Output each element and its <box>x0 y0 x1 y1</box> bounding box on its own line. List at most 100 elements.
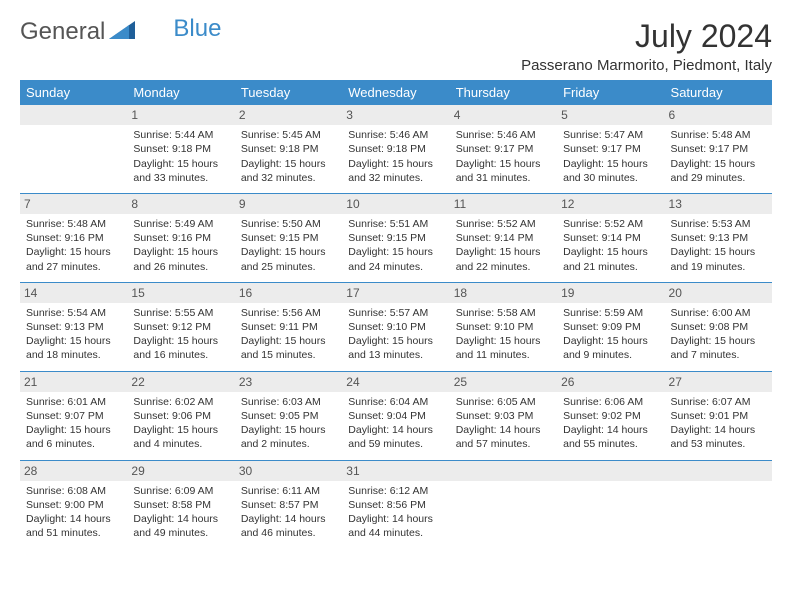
day-details: Sunrise: 5:52 AMSunset: 9:14 PMDaylight:… <box>563 217 658 274</box>
day-number: 17 <box>342 283 449 303</box>
day-number <box>450 461 557 481</box>
calendar-week-row: 1Sunrise: 5:44 AMSunset: 9:18 PMDaylight… <box>20 105 772 193</box>
calendar-week-row: 14 Sunrise: 5:54 AMSunset: 9:13 PMDayligh… <box>20 282 772 371</box>
day-number: 8 <box>127 194 234 214</box>
day-number: 3 <box>342 105 449 125</box>
day-details: Sunrise: 5:44 AMSunset: 9:18 PMDaylight:… <box>133 128 228 185</box>
logo: General Blue <box>20 18 221 46</box>
calendar-day-cell: 21Sunrise: 6:01 AMSunset: 9:07 PMDayligh… <box>20 371 127 460</box>
day-number: 19 <box>557 283 664 303</box>
day-details: Sunrise: 5:54 AMSunset: 9:13 PMDaylight:… <box>26 306 121 363</box>
day-details: Sunrise: 6:06 AMSunset: 9:02 PMDaylight:… <box>563 395 658 452</box>
day-number: 20 <box>665 283 772 303</box>
day-details: Sunrise: 5:55 AMSunset: 9:12 PMDaylight:… <box>133 306 228 363</box>
weekday-header: Friday <box>557 80 664 105</box>
calendar-day-cell: 18 Sunrise: 5:58 AMSunset: 9:10 PMDayligh… <box>450 282 557 371</box>
day-details: Sunrise: 5:57 AMSunset: 9:10 PMDaylight:… <box>348 306 443 363</box>
weekday-header: Saturday <box>665 80 772 105</box>
calendar-day-cell: 24 Sunrise: 6:04 AMSunset: 9:04 PMDayligh… <box>342 371 449 460</box>
calendar-day-cell <box>665 460 772 548</box>
calendar-day-cell: 29 Sunrise: 6:09 AMSunset: 8:58 PMDayligh… <box>127 460 234 548</box>
day-details: Sunrise: 5:51 AMSunset: 9:15 PMDaylight:… <box>348 217 443 274</box>
logo-text-blue: Blue <box>173 15 221 43</box>
calendar-day-cell: 3Sunrise: 5:46 AMSunset: 9:18 PMDaylight… <box>342 105 449 193</box>
calendar-day-cell <box>450 460 557 548</box>
calendar-day-cell: 10 Sunrise: 5:51 AMSunset: 9:15 PMDayligh… <box>342 193 449 282</box>
calendar-day-cell: 30 Sunrise: 6:11 AMSunset: 8:57 PMDayligh… <box>235 460 342 548</box>
calendar-day-cell: 16 Sunrise: 5:56 AMSunset: 9:11 PMDayligh… <box>235 282 342 371</box>
month-title: July 2024 <box>521 18 772 55</box>
day-details: Sunrise: 6:09 AMSunset: 8:58 PMDaylight:… <box>133 484 228 541</box>
calendar-day-cell: 26 Sunrise: 6:06 AMSunset: 9:02 PMDayligh… <box>557 371 664 460</box>
day-details: Sunrise: 6:02 AMSunset: 9:06 PMDaylight:… <box>133 395 228 452</box>
calendar-day-cell: 25Sunrise: 6:05 AMSunset: 9:03 PMDayligh… <box>450 371 557 460</box>
day-number: 4 <box>450 105 557 125</box>
calendar-day-cell: 20 Sunrise: 6:00 AMSunset: 9:08 PMDayligh… <box>665 282 772 371</box>
day-number: 24 <box>342 372 449 392</box>
calendar-day-cell: 4 Sunrise: 5:46 AMSunset: 9:17 PMDaylight… <box>450 105 557 193</box>
calendar-body: 1Sunrise: 5:44 AMSunset: 9:18 PMDaylight… <box>20 105 772 548</box>
day-details: Sunrise: 6:03 AMSunset: 9:05 PMDaylight:… <box>241 395 336 452</box>
day-number <box>20 105 127 125</box>
day-number: 15 <box>127 283 234 303</box>
weekday-header: Wednesday <box>342 80 449 105</box>
calendar-day-cell: 13Sunrise: 5:53 AMSunset: 9:13 PMDayligh… <box>665 193 772 282</box>
day-number: 28 <box>20 461 127 481</box>
calendar-day-cell: 17 Sunrise: 5:57 AMSunset: 9:10 PMDayligh… <box>342 282 449 371</box>
calendar-day-cell: 14 Sunrise: 5:54 AMSunset: 9:13 PMDayligh… <box>20 282 127 371</box>
day-details: Sunrise: 5:58 AMSunset: 9:10 PMDaylight:… <box>456 306 551 363</box>
day-details: Sunrise: 5:48 AMSunset: 9:17 PMDaylight:… <box>671 128 766 185</box>
calendar-day-cell: 7Sunrise: 5:48 AMSunset: 9:16 PMDaylight… <box>20 193 127 282</box>
day-number: 30 <box>235 461 342 481</box>
day-number: 18 <box>450 283 557 303</box>
day-number: 12 <box>557 194 664 214</box>
calendar-week-row: 28 Sunrise: 6:08 AMSunset: 9:00 PMDayligh… <box>20 460 772 548</box>
calendar-week-row: 21Sunrise: 6:01 AMSunset: 9:07 PMDayligh… <box>20 371 772 460</box>
day-details: Sunrise: 6:11 AMSunset: 8:57 PMDaylight:… <box>241 484 336 541</box>
day-details: Sunrise: 6:04 AMSunset: 9:04 PMDaylight:… <box>348 395 443 452</box>
weekday-header: Tuesday <box>235 80 342 105</box>
header: General Blue July 2024 Passerano Marmori… <box>20 18 772 74</box>
day-number <box>665 461 772 481</box>
calendar-day-cell: 22 Sunrise: 6:02 AMSunset: 9:06 PMDayligh… <box>127 371 234 460</box>
calendar-table: SundayMondayTuesdayWednesdayThursdayFrid… <box>20 80 772 548</box>
day-details: Sunrise: 5:59 AMSunset: 9:09 PMDaylight:… <box>563 306 658 363</box>
calendar-day-cell: 19 Sunrise: 5:59 AMSunset: 9:09 PMDayligh… <box>557 282 664 371</box>
day-details: Sunrise: 5:52 AMSunset: 9:14 PMDaylight:… <box>456 217 551 274</box>
day-details: Sunrise: 6:12 AMSunset: 8:56 PMDaylight:… <box>348 484 443 541</box>
day-number: 23 <box>235 372 342 392</box>
day-details: Sunrise: 6:07 AMSunset: 9:01 PMDaylight:… <box>671 395 766 452</box>
calendar-day-cell: 6 Sunrise: 5:48 AMSunset: 9:17 PMDaylight… <box>665 105 772 193</box>
day-number: 5 <box>557 105 664 125</box>
day-number: 16 <box>235 283 342 303</box>
day-number: 9 <box>235 194 342 214</box>
day-details: Sunrise: 6:01 AMSunset: 9:07 PMDaylight:… <box>26 395 121 452</box>
calendar-day-cell: 28 Sunrise: 6:08 AMSunset: 9:00 PMDayligh… <box>20 460 127 548</box>
weekday-header: Monday <box>127 80 234 105</box>
weekday-header: Sunday <box>20 80 127 105</box>
day-number: 26 <box>557 372 664 392</box>
day-number: 22 <box>127 372 234 392</box>
calendar-day-cell: 1Sunrise: 5:44 AMSunset: 9:18 PMDaylight… <box>127 105 234 193</box>
day-details: Sunrise: 5:56 AMSunset: 9:11 PMDaylight:… <box>241 306 336 363</box>
calendar-day-cell: 31 Sunrise: 6:12 AMSunset: 8:56 PMDayligh… <box>342 460 449 548</box>
calendar-day-cell: 11 Sunrise: 5:52 AMSunset: 9:14 PMDayligh… <box>450 193 557 282</box>
day-number: 14 <box>20 283 127 303</box>
day-details: Sunrise: 6:00 AMSunset: 9:08 PMDaylight:… <box>671 306 766 363</box>
calendar-day-cell: 2Sunrise: 5:45 AMSunset: 9:18 PMDaylight… <box>235 105 342 193</box>
day-number: 10 <box>342 194 449 214</box>
day-number: 29 <box>127 461 234 481</box>
day-details: Sunrise: 6:05 AMSunset: 9:03 PMDaylight:… <box>456 395 551 452</box>
day-number: 6 <box>665 105 772 125</box>
calendar-day-cell: 27Sunrise: 6:07 AMSunset: 9:01 PMDayligh… <box>665 371 772 460</box>
title-block: July 2024 Passerano Marmorito, Piedmont,… <box>521 18 772 74</box>
day-details: Sunrise: 5:48 AMSunset: 9:16 PMDaylight:… <box>26 217 121 274</box>
day-number <box>557 461 664 481</box>
day-details: Sunrise: 6:08 AMSunset: 9:00 PMDaylight:… <box>26 484 121 541</box>
day-number: 11 <box>450 194 557 214</box>
day-number: 31 <box>342 461 449 481</box>
weekday-header: Thursday <box>450 80 557 105</box>
calendar-day-cell: 9 Sunrise: 5:50 AMSunset: 9:15 PMDaylight… <box>235 193 342 282</box>
day-details: Sunrise: 5:50 AMSunset: 9:15 PMDaylight:… <box>241 217 336 274</box>
day-details: Sunrise: 5:46 AMSunset: 9:17 PMDaylight:… <box>456 128 551 185</box>
